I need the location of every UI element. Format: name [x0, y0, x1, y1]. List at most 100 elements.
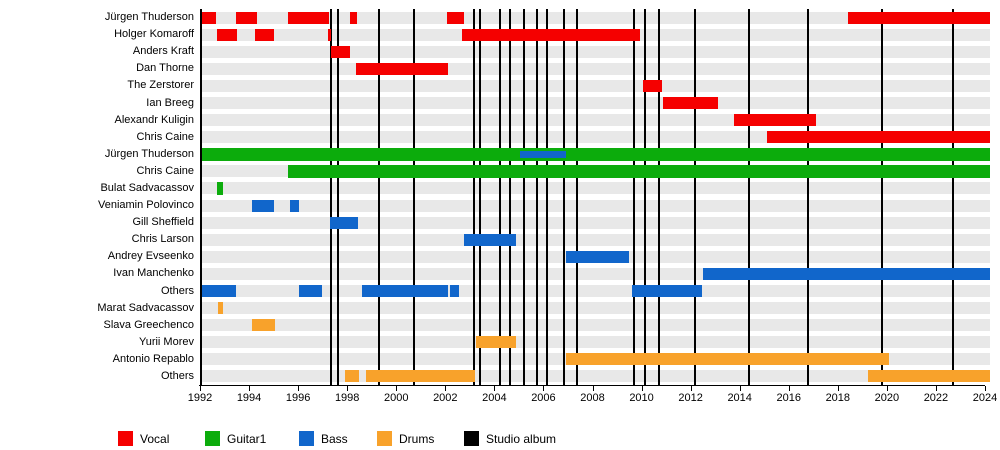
- x-axis-tick: [396, 386, 398, 391]
- x-axis-tick: [886, 386, 888, 391]
- row-label: Antonio Repablo: [112, 352, 194, 365]
- timeline-bar-vocal: [288, 11, 329, 24]
- timeline-bar-bass: [631, 285, 703, 297]
- row-stripe: [200, 45, 990, 58]
- legend-swatch-guitar: [205, 431, 220, 446]
- x-axis-tick: [739, 386, 741, 391]
- legend-swatch-bass: [299, 431, 314, 446]
- timeline-bar-drums: [475, 336, 517, 349]
- studio-album-line: [694, 9, 697, 385]
- legend-swatch-drums: [377, 431, 392, 446]
- row-label: Holger Komaroff: [114, 28, 194, 41]
- x-axis-tick: [837, 386, 839, 391]
- row-label: Anders Kraft: [132, 45, 194, 58]
- row-label: The Zerstorer: [127, 79, 194, 92]
- x-axis-tick: [445, 386, 447, 391]
- x-axis-tick-label: 2024: [972, 392, 998, 404]
- row-stripe: [200, 199, 990, 212]
- timeline-bar-bass: [251, 199, 274, 212]
- timeline-bar-vocal: [328, 28, 332, 41]
- row-stripe: [200, 182, 990, 195]
- row-label: Alexandr Kuligin: [114, 113, 195, 126]
- row-label: Chris Larson: [131, 233, 194, 246]
- x-axis-tick: [543, 386, 545, 391]
- studio-album-line: [536, 9, 539, 385]
- studio-album-line: [562, 9, 565, 385]
- x-axis-tick: [641, 386, 643, 391]
- legend-item-vocal: Vocal: [118, 431, 238, 446]
- studio-album-line: [522, 9, 525, 385]
- studio-album-line: [644, 9, 647, 385]
- x-axis-tick-label: 2020: [874, 392, 900, 404]
- legend-item-bass: Bass: [299, 431, 419, 446]
- legend-swatch-vocal: [118, 431, 133, 446]
- timeline-bar-guitar: [288, 164, 990, 178]
- row-label: Slava Greechenco: [103, 318, 195, 331]
- row-label: Bulat Sadvacassov: [100, 181, 194, 194]
- legend-label: Studio album: [486, 432, 557, 446]
- legend-label: Vocal: [140, 432, 170, 446]
- timeline-bar-vocal: [446, 11, 465, 24]
- legend-swatch-album: [464, 431, 479, 446]
- row-stripe: [200, 216, 990, 229]
- row-label: Chris Caine: [136, 130, 194, 143]
- studio-album-line: [499, 9, 502, 385]
- timeline-bar-bass: [299, 285, 322, 297]
- x-axis-tick: [249, 386, 251, 391]
- row-stripe: [200, 62, 990, 75]
- studio-album-line: [337, 9, 340, 385]
- row-stripe: [200, 302, 990, 315]
- timeline-bar-bass: [200, 285, 236, 297]
- studio-album-line: [329, 9, 332, 385]
- timeline-bar-guitar: [201, 147, 990, 161]
- row-label: Ivan Manchenko: [113, 267, 194, 280]
- studio-album-line: [748, 9, 750, 385]
- x-axis-tick-label: 2014: [727, 392, 752, 404]
- row-stripe: [200, 11, 990, 24]
- x-axis-tick-label: 2008: [580, 392, 605, 404]
- x-axis-tick-label: 2012: [678, 392, 703, 404]
- timeline-bar-vocal: [643, 79, 662, 92]
- row-stripe: [200, 233, 990, 246]
- studio-album-line: [952, 9, 955, 385]
- x-axis-tick-label: 2010: [629, 392, 654, 404]
- row-label: Chris Caine: [136, 164, 194, 177]
- timeline-bar-vocal: [662, 97, 719, 109]
- timeline-bar-guitar: [217, 181, 224, 195]
- timeline-bar-vocal: [255, 28, 275, 41]
- row-label: Andrey Evseenko: [107, 250, 194, 263]
- row-label: Jürgen Thuderson: [104, 147, 194, 160]
- row-stripe: [200, 319, 990, 332]
- x-axis-tick-label: 2016: [776, 392, 801, 404]
- x-axis-tick-label: 1994: [236, 392, 262, 404]
- x-axis-line: [199, 385, 985, 386]
- x-axis-tick-label: 2022: [923, 392, 949, 404]
- timeline-bar-drums: [366, 370, 476, 383]
- timeline-bar-vocal: [200, 11, 216, 24]
- timeline-bar-bass: [289, 199, 300, 212]
- studio-album-line: [881, 9, 884, 385]
- x-axis-tick-label: 1996: [285, 392, 311, 404]
- x-axis-tick-label: 2004: [482, 392, 507, 404]
- legend-item-album: Studio album: [464, 431, 584, 446]
- row-stripe: [200, 336, 990, 349]
- studio-album-line: [545, 9, 548, 385]
- studio-album-line: [473, 9, 476, 385]
- y-axis-line: [200, 9, 202, 386]
- row-stripe: [200, 97, 990, 109]
- timeline-bar-drums: [251, 319, 275, 332]
- studio-album-line: [377, 9, 380, 385]
- x-axis-tick: [494, 386, 496, 391]
- studio-album-line: [479, 9, 482, 385]
- timeline-bar-vocal: [349, 11, 357, 24]
- row-label: Dan Thorne: [136, 62, 194, 75]
- legend-item-drums: Drums: [377, 431, 497, 446]
- timeline-bar-bass: [361, 285, 448, 297]
- timeline-bar-bass: [702, 267, 990, 280]
- timeline-bar-vocal: [356, 62, 448, 75]
- timeline-bar-drums: [344, 370, 359, 383]
- x-axis-tick: [200, 386, 201, 391]
- x-axis-tick: [298, 386, 300, 391]
- row-label: Gill Sheffield: [132, 216, 194, 229]
